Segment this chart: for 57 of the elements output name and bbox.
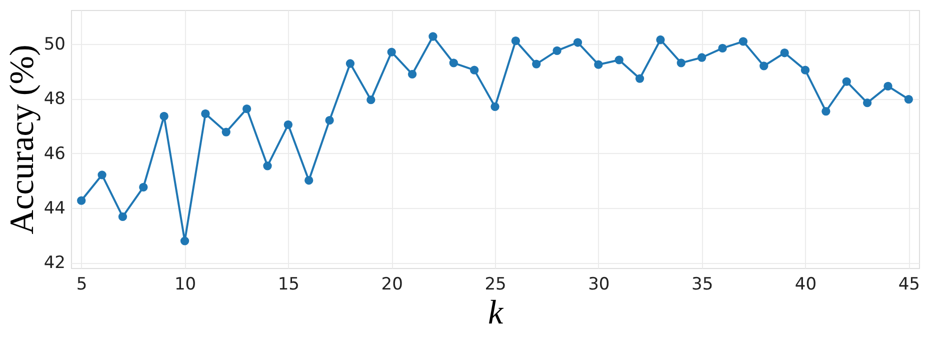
point	[676, 58, 686, 68]
point	[98, 170, 106, 180]
point	[77, 196, 86, 205]
x-tick-label: 20	[381, 274, 403, 294]
point	[325, 116, 334, 125]
point	[842, 77, 851, 86]
point	[760, 62, 768, 70]
point	[718, 44, 727, 53]
point	[201, 109, 210, 118]
x-tick-label: 45	[898, 274, 920, 294]
y-tick-label: 42	[44, 253, 66, 274]
point	[614, 56, 624, 64]
point	[884, 82, 892, 90]
x-tick-label: 15	[278, 274, 300, 294]
point	[738, 37, 748, 46]
point	[160, 112, 168, 121]
point	[263, 162, 272, 170]
point	[573, 38, 582, 47]
point	[490, 102, 500, 111]
point	[284, 120, 292, 129]
point	[822, 106, 830, 116]
point	[532, 60, 541, 68]
point	[862, 98, 872, 108]
x-tick-label: 25	[484, 274, 506, 294]
y-tick-label: 46	[44, 144, 66, 164]
point	[428, 32, 438, 41]
y-axis-title: Accuracy (%)	[4, 44, 41, 234]
point	[387, 48, 396, 56]
x-tick-label: 5	[76, 274, 88, 294]
point	[511, 36, 520, 46]
x-tick-label: 35	[692, 274, 714, 294]
point	[222, 128, 230, 136]
point	[139, 182, 148, 192]
x-tick-label: 10	[174, 274, 196, 294]
point	[408, 70, 417, 78]
y-tick-label: 50	[44, 34, 66, 55]
x-tick-label: 40	[794, 274, 817, 294]
x-axis-title: k	[488, 294, 504, 332]
y-tick-label: 44	[44, 198, 66, 218]
point	[594, 60, 603, 69]
point	[780, 48, 789, 58]
point	[180, 236, 190, 246]
point	[118, 212, 128, 221]
point	[470, 66, 479, 74]
point	[552, 46, 562, 55]
point	[800, 66, 810, 74]
point	[656, 35, 665, 44]
point	[346, 59, 355, 68]
y-tick-label: 48	[44, 89, 66, 110]
point	[304, 176, 314, 185]
x-tick-label: 30	[588, 274, 610, 294]
point	[449, 58, 458, 68]
point	[242, 104, 252, 114]
point	[635, 74, 644, 83]
point	[904, 94, 913, 104]
point	[366, 96, 376, 104]
point	[698, 53, 706, 62]
